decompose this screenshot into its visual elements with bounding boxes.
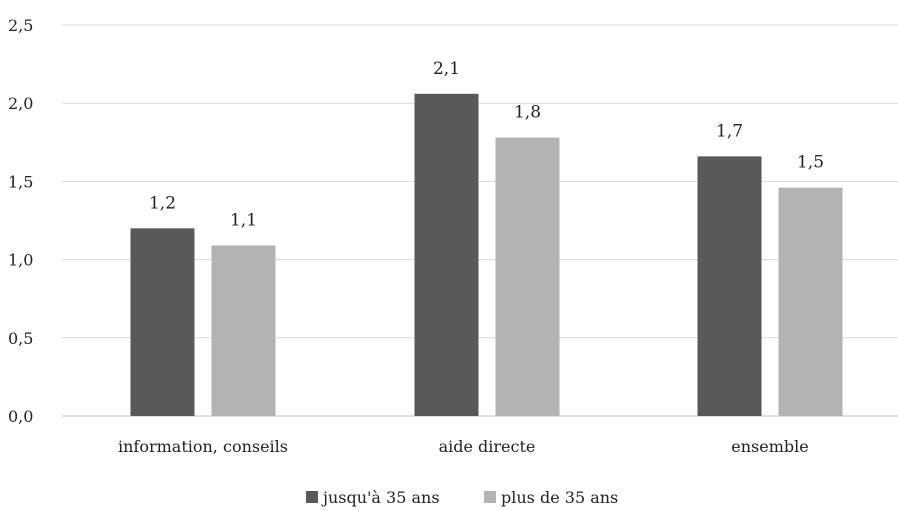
bar	[697, 156, 762, 416]
legend-swatch	[484, 491, 496, 503]
bar	[495, 137, 560, 416]
y-tick-label: 0,5	[8, 329, 33, 348]
legend-label: jusqu'à 35 ans	[321, 488, 440, 507]
bar	[414, 93, 479, 416]
x-category-label: information, conseils	[118, 437, 288, 456]
y-tick-label: 0,0	[8, 407, 33, 426]
bar	[211, 245, 276, 416]
data-label: 1,2	[149, 193, 176, 213]
bar	[778, 187, 843, 416]
bars	[130, 93, 843, 416]
data-label: 1,1	[230, 211, 257, 231]
x-category-label: aide directe	[439, 437, 536, 456]
data-label: 2,1	[433, 59, 460, 79]
x-axis-category-labels: information, conseils aide directe ensembl…	[118, 437, 809, 456]
y-tick-label: 2,5	[8, 16, 33, 35]
y-axis-tick-labels: 0,0 0,5 1,0 1,5 2,0 2,5	[8, 16, 33, 426]
y-tick-label: 2,0	[8, 94, 33, 113]
legend: jusqu'à 35 ans plus de 35 ans	[306, 488, 618, 507]
y-tick-label: 1,5	[8, 172, 33, 191]
legend-label: plus de 35 ans	[501, 488, 618, 507]
data-label: 1,5	[797, 153, 824, 173]
legend-swatch	[306, 491, 318, 503]
data-label: 1,8	[514, 103, 541, 123]
y-tick-label: 1,0	[8, 251, 33, 270]
x-category-label: ensemble	[731, 437, 808, 456]
bar	[130, 228, 195, 416]
data-labels: 1,2 1,1 2,1 1,8 1,7 1,5	[149, 59, 824, 231]
data-label: 1,7	[716, 121, 743, 141]
